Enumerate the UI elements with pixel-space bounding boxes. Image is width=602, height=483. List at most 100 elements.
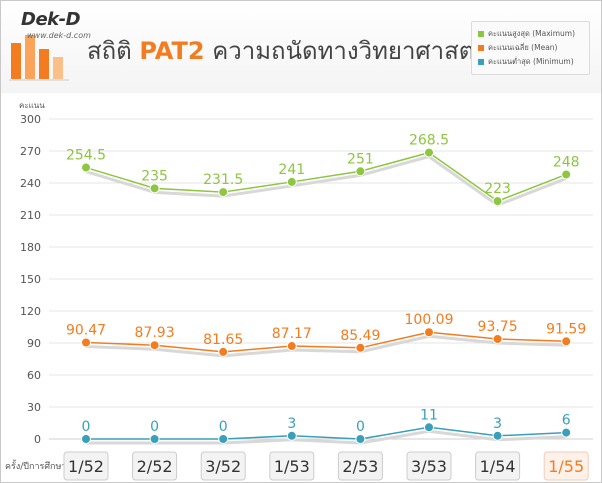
- data-point: [355, 434, 366, 444]
- logo-name: Dek-D: [21, 9, 81, 30]
- y-tick-label: 30: [27, 401, 41, 414]
- data-point: [149, 183, 160, 194]
- data-label: 93.75: [478, 319, 518, 335]
- data-label: 11: [420, 407, 438, 423]
- data-label: 87.93: [135, 325, 175, 341]
- data-point: [218, 434, 229, 444]
- x-category-box: [269, 451, 315, 481]
- x-tick-label: 1/53: [274, 457, 310, 476]
- title-plain: สถิติ: [87, 37, 132, 65]
- series-line: [86, 426, 567, 440]
- x-category-box: [200, 451, 246, 481]
- data-point: [218, 187, 229, 198]
- x-category-box: [132, 451, 178, 481]
- x-category-box: [337, 451, 383, 481]
- data-label: 268.5: [409, 133, 449, 149]
- legend-swatch-mean: [478, 45, 484, 51]
- title-rest: ความถนัดทางวิทยาศาสตร์: [212, 37, 488, 65]
- data-point: [149, 434, 160, 444]
- legend-item-minimum: คะแนนต่ำสุด (Minimum): [478, 56, 574, 68]
- data-label: 3: [287, 416, 296, 432]
- data-point: [492, 430, 503, 441]
- data-point: [424, 327, 434, 338]
- data-point: [286, 341, 297, 352]
- y-tick-label: 90: [27, 337, 41, 350]
- data-label: 231.5: [203, 172, 243, 188]
- data-label: 3: [493, 416, 502, 432]
- legend-swatch-minimum: [478, 59, 484, 65]
- data-point: [286, 430, 297, 441]
- data-label: 6: [562, 413, 571, 429]
- logo-url: www.dek-d.com: [27, 31, 91, 40]
- y-tick-label: 60: [27, 369, 41, 382]
- y-tick-label: 300: [20, 113, 41, 126]
- x-tick-label: 2/53: [342, 457, 378, 476]
- y-tick-label: 150: [20, 273, 41, 286]
- series-line: [85, 331, 567, 353]
- y-tick-label: 240: [20, 177, 41, 190]
- series-shadow-line: [85, 155, 567, 207]
- data-point: [149, 340, 160, 351]
- data-point: [355, 342, 366, 353]
- data-label: 91.59: [546, 321, 586, 337]
- x-category-box: [63, 451, 109, 481]
- y-tick-label: 270: [20, 145, 41, 158]
- x-category-box: [406, 451, 452, 481]
- y-tick-label: 180: [20, 241, 41, 254]
- x-tick-label: 1/54: [480, 457, 516, 476]
- y-tick-label: 210: [20, 209, 41, 222]
- legend-label-minimum: คะแนนต่ำสุด (Minimum): [488, 57, 574, 66]
- legend: คะแนนสูงสุด (Maximum) คะแนนเฉลี่ย (Mean)…: [471, 21, 590, 75]
- data-label: 85.49: [340, 328, 380, 344]
- legend-swatch-maximum: [478, 31, 484, 37]
- title-highlight: PAT2: [139, 37, 205, 65]
- x-tick-label: 2/52: [137, 457, 173, 476]
- data-label: 248: [553, 154, 580, 170]
- data-point: [561, 336, 572, 347]
- data-point: [561, 169, 572, 180]
- dek-d-logo-icon: [9, 35, 69, 81]
- data-label: 81.65: [203, 332, 243, 348]
- data-label: 87.17: [272, 326, 312, 342]
- data-label: 100.09: [405, 312, 454, 328]
- legend-label-mean: คะแนนเฉลี่ย (Mean): [488, 43, 558, 52]
- legend-label-maximum: คะแนนสูงสุด (Maximum): [488, 29, 576, 38]
- y-tick-label: 0: [34, 433, 41, 446]
- data-point: [492, 334, 503, 344]
- data-label: 0: [82, 419, 91, 435]
- data-point: [81, 162, 91, 173]
- data-label: 0: [356, 419, 365, 435]
- data-label: 90.47: [66, 322, 106, 338]
- data-label: 0: [219, 419, 228, 435]
- data-point: [355, 166, 366, 177]
- data-label: 235: [141, 168, 168, 184]
- data-point: [492, 196, 503, 207]
- x-category-box: [543, 451, 589, 481]
- series-shadow-line: [85, 334, 567, 358]
- data-label: 0: [150, 419, 159, 435]
- data-point: [424, 422, 434, 433]
- data-point: [81, 434, 91, 444]
- data-point: [286, 176, 297, 187]
- x-category-box: [475, 451, 521, 481]
- data-point: [561, 427, 572, 438]
- data-point: [218, 346, 229, 357]
- y-tick-label: 120: [20, 305, 41, 318]
- data-point: [424, 147, 434, 158]
- data-label: 254.5: [66, 148, 106, 164]
- legend-item-maximum: คะแนนสูงสุด (Maximum): [478, 28, 575, 40]
- series-line: [85, 151, 567, 202]
- x-tick-label: 3/53: [411, 457, 447, 476]
- data-point: [81, 337, 91, 348]
- series-shadow-line: [86, 429, 567, 445]
- page-title: สถิติ PAT2 ความถนัดทางวิทยาศาสตร์: [87, 31, 487, 70]
- legend-item-mean: คะแนนเฉลี่ย (Mean): [478, 42, 557, 54]
- x-tick-label: 1/55: [548, 457, 584, 476]
- data-label: 223: [484, 181, 511, 197]
- x-tick-label: 1/52: [68, 457, 104, 476]
- y-axis-label: คะแนน: [19, 101, 45, 110]
- data-label: 251: [347, 151, 374, 167]
- x-tick-label: 3/52: [205, 457, 241, 476]
